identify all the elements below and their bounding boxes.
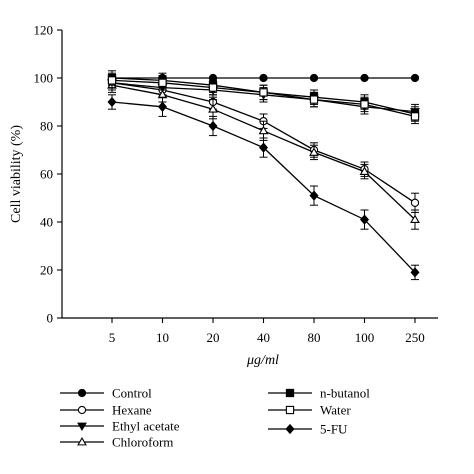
data-point bbox=[309, 190, 319, 201]
x-tick-label: 20 bbox=[207, 330, 220, 345]
legend-item-water: Water bbox=[268, 403, 351, 418]
y-axis-title: Cell viability (%) bbox=[9, 125, 24, 223]
legend-label: Chloroform bbox=[112, 435, 173, 450]
legend-item-ethyl-acetate: Ethyl acetate bbox=[60, 419, 180, 434]
x-axis-title: μg/ml bbox=[246, 353, 279, 368]
data-point bbox=[259, 88, 268, 97]
legend-label: n-butanol bbox=[320, 386, 370, 401]
x-tick-label: 40 bbox=[257, 330, 270, 345]
legend-marker bbox=[77, 405, 87, 415]
data-point bbox=[258, 142, 269, 153]
legend-marker bbox=[285, 405, 295, 415]
data-point bbox=[309, 95, 319, 104]
data-point bbox=[410, 214, 420, 224]
x-tick-label: 10 bbox=[156, 330, 169, 345]
data-point bbox=[309, 73, 319, 83]
legend-item-hexane: Hexane bbox=[60, 403, 152, 418]
data-point bbox=[208, 120, 218, 132]
x-tick-label: 100 bbox=[355, 330, 375, 345]
legend-marker bbox=[77, 436, 87, 446]
y-tick-label: 60 bbox=[40, 167, 53, 182]
legend-marker bbox=[77, 422, 87, 432]
legend-label: 5-FU bbox=[320, 422, 348, 437]
legend-label: Control bbox=[112, 386, 152, 401]
series-5-fu bbox=[107, 94, 420, 281]
y-tick-label: 20 bbox=[40, 263, 53, 278]
legend-item-chloroform: Chloroform bbox=[60, 435, 173, 450]
x-ticks: 5 10 20 40 80 100 250 bbox=[109, 318, 425, 345]
data-point bbox=[410, 198, 420, 207]
data-point bbox=[309, 147, 319, 156]
legend-item-n-butanol: n-butanol bbox=[268, 386, 370, 401]
series-layer bbox=[107, 70, 420, 281]
legend-label: Water bbox=[320, 403, 351, 418]
series-water bbox=[107, 72, 420, 125]
data-point bbox=[259, 73, 268, 83]
y-tick-label: 80 bbox=[40, 119, 53, 134]
data-point bbox=[410, 112, 420, 121]
data-point bbox=[360, 100, 369, 109]
data-point bbox=[359, 214, 370, 225]
legend-marker bbox=[285, 423, 295, 435]
y-tick-label: 40 bbox=[40, 215, 53, 230]
legend-label: Ethyl acetate bbox=[112, 419, 180, 434]
data-point bbox=[208, 83, 218, 92]
legend-label: Hexane bbox=[112, 403, 152, 418]
data-point bbox=[258, 125, 269, 135]
y-tick-label: 0 bbox=[47, 311, 54, 326]
data-point bbox=[410, 73, 420, 83]
x-tick-label: 250 bbox=[405, 330, 425, 345]
y-tick-label: 100 bbox=[34, 71, 54, 86]
x-tick-label: 80 bbox=[308, 330, 321, 345]
y-ticks: 0 20 40 60 80 100 120 bbox=[34, 23, 62, 326]
data-point bbox=[107, 76, 117, 85]
axes bbox=[61, 30, 438, 319]
legend-item-5-fu: 5-FU bbox=[268, 422, 348, 437]
data-point bbox=[158, 78, 167, 87]
data-point bbox=[157, 101, 168, 112]
data-point bbox=[359, 166, 370, 176]
legend-item-control: Control bbox=[60, 386, 152, 401]
data-point bbox=[107, 96, 117, 108]
legend-marker bbox=[77, 388, 87, 398]
data-point bbox=[208, 104, 218, 113]
y-tick-label: 120 bbox=[34, 23, 54, 38]
data-point bbox=[410, 267, 420, 278]
legend-marker bbox=[285, 388, 295, 398]
data-point bbox=[360, 73, 369, 83]
x-tick-label: 5 bbox=[109, 330, 116, 345]
